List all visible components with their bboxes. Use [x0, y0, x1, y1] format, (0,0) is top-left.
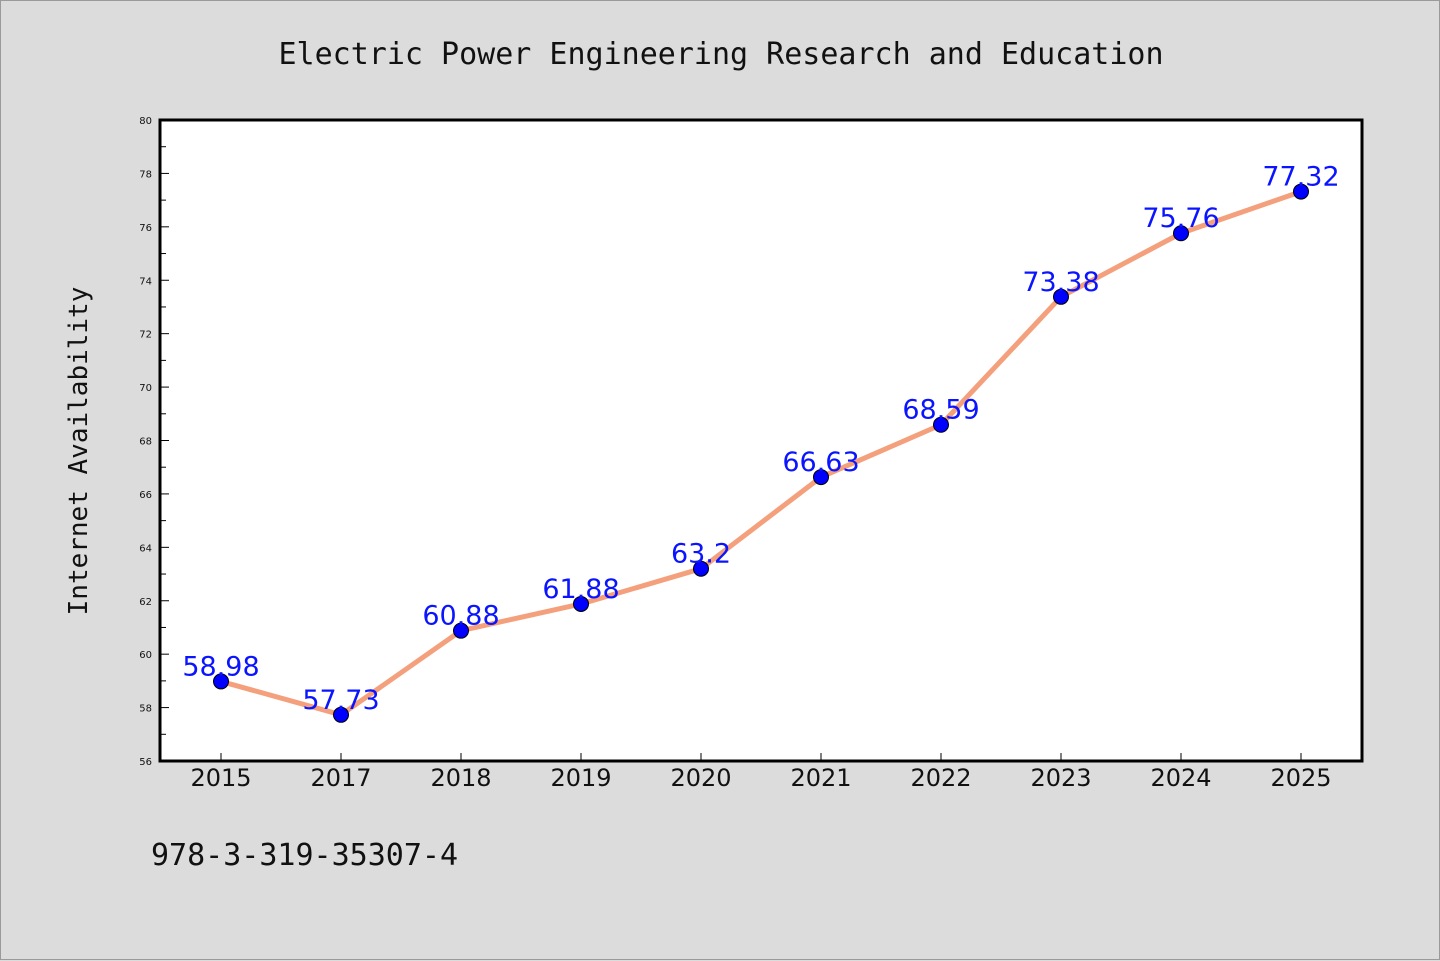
- x-axis: 2015 2017 2018 2019 2020 2021 2022 2023 2024 2025: [190, 753, 1332, 792]
- x-tick-label: 2015: [190, 764, 251, 792]
- data-label: 58.98: [182, 651, 259, 682]
- y-tick-label: 66: [139, 490, 152, 501]
- y-tick-label: 56: [139, 757, 152, 768]
- data-point: [1053, 288, 1069, 305]
- y-tick-label: 58: [139, 704, 152, 715]
- x-tick-label: 2020: [670, 764, 731, 792]
- data-point: [1173, 225, 1189, 242]
- data-label: 77.32: [1262, 162, 1339, 193]
- data-label: 73.38: [1022, 267, 1099, 298]
- x-tick-label: 2023: [1030, 764, 1091, 792]
- series-line: [218, 189, 1304, 718]
- y-tick-label: 72: [139, 330, 152, 341]
- footer-isbn: 978-3-319-35307-4: [151, 838, 458, 873]
- data-label: 63.2: [671, 539, 731, 570]
- y-axis-label: Internet Availability: [64, 287, 94, 616]
- x-tick-label: 2018: [430, 764, 491, 792]
- data-label: 68.59: [902, 395, 979, 426]
- x-tick-label: 2025: [1270, 764, 1331, 792]
- plot-area: [158, 118, 1364, 763]
- x-tick-label: 2017: [310, 764, 371, 792]
- y-tick-label: 76: [139, 223, 152, 234]
- data-point: [333, 706, 349, 723]
- y-tick-label: 70: [139, 383, 152, 394]
- y-tick-label: 68: [139, 437, 152, 448]
- y-axis: 56 58 60 62 64 66 68 70 72 74 76 78 80: [139, 116, 169, 768]
- y-tick-label: 62: [139, 597, 152, 608]
- data-point: [213, 673, 229, 690]
- x-tick-label: 2019: [550, 764, 611, 792]
- x-tick-label: 2024: [1150, 764, 1211, 792]
- data-label: 66.63: [782, 447, 859, 478]
- data-point: [813, 469, 829, 486]
- data-label: 61.88: [542, 574, 619, 605]
- chart-title: Electric Power Engineering Research and …: [278, 37, 1163, 72]
- data-label: 75.76: [1142, 203, 1219, 234]
- data-labels-group: 58.98 57.73 60.88 61.88 63.2 66.63 68.59 73.38 7…: [182, 162, 1339, 716]
- data-point: [933, 416, 949, 433]
- data-point: [1293, 183, 1309, 200]
- data-label: 57.73: [302, 685, 379, 716]
- series-group: [213, 183, 1309, 723]
- data-point: [573, 595, 589, 612]
- y-tick-label: 60: [139, 650, 152, 661]
- y-tick-label: 80: [139, 116, 152, 127]
- x-tick-label: 2022: [910, 764, 971, 792]
- data-label: 60.88: [422, 601, 499, 632]
- y-tick-label: 74: [139, 276, 152, 287]
- y-tick-label: 64: [139, 543, 152, 554]
- x-tick-label: 2021: [790, 764, 851, 792]
- data-point: [453, 622, 469, 639]
- y-tick-label: 78: [139, 169, 152, 180]
- data-point: [693, 560, 709, 577]
